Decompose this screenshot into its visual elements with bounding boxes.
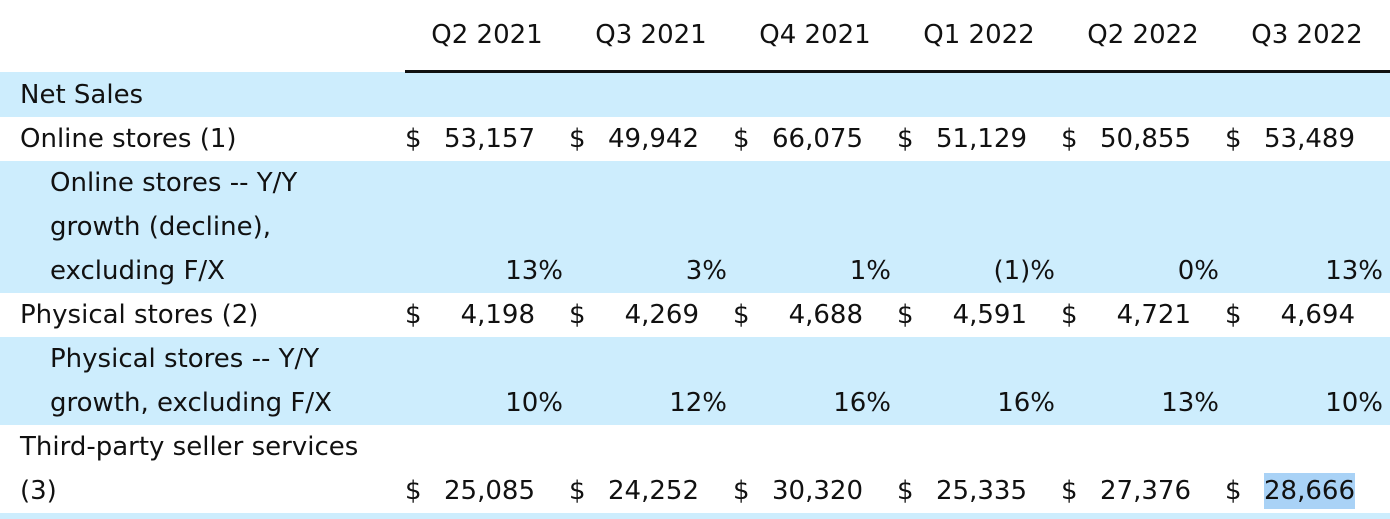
currency-symbol: $	[897, 300, 914, 330]
row-label[interactable]: Online stores (1)	[20, 124, 237, 154]
label-line: growth (decline),	[50, 212, 271, 242]
cell-value: 50,855	[1100, 124, 1191, 154]
currency-symbol: $	[569, 300, 586, 330]
cell-value: 30,320	[772, 476, 863, 506]
currency-symbol: $	[569, 476, 586, 506]
value-cell[interactable]: $25,335	[897, 425, 1061, 513]
value-cell[interactable]: 10%	[405, 337, 569, 425]
cell-value: 51,129	[936, 124, 1027, 154]
value-cell[interactable]: $28,666	[1225, 425, 1389, 513]
value-cell[interactable]: $51,129	[897, 117, 1061, 161]
label-line: excluding F/X	[50, 256, 225, 286]
row-label[interactable]: Net Sales	[0, 71, 405, 117]
online-growth-row: Online stores -- Y/Y growth (decline), e…	[0, 161, 1390, 293]
online-stores-row: Online stores (1) $53,157 $49,942 $66,075 $…	[0, 117, 1390, 161]
value-cell[interactable]: $25,085	[405, 425, 569, 513]
cell-value: 53,157	[444, 124, 535, 154]
cell-value: 4,688	[788, 300, 863, 330]
cell-value: 28,666	[1264, 473, 1355, 509]
label-line: Third-party seller services	[20, 432, 359, 462]
column-header[interactable]: Q3 2021	[569, 0, 733, 73]
label-line: (3)	[20, 476, 57, 506]
cell-value: 4,198	[460, 300, 535, 330]
currency-symbol: $	[405, 476, 422, 506]
currency-symbol: $	[1225, 124, 1242, 154]
column-header[interactable]: Q1 2022	[897, 0, 1061, 73]
value-cell[interactable]: 3%	[569, 161, 733, 293]
header-row: Q2 2021 Q3 2021 Q4 2021 Q1 2022 Q2 2022 …	[0, 0, 1390, 73]
value-cell[interactable]: 1%	[733, 161, 897, 293]
value-cell[interactable]: $50,855	[1061, 117, 1225, 161]
value-cell[interactable]: 16%	[897, 337, 1061, 425]
value-cell[interactable]: 10%	[1225, 337, 1389, 425]
label-line: Online stores -- Y/Y	[50, 168, 298, 198]
cell-value: 66,075	[772, 124, 863, 154]
value-cell[interactable]: 16%	[733, 337, 897, 425]
cell-value: 27,376	[1100, 476, 1191, 506]
currency-symbol: $	[569, 124, 586, 154]
physical-growth-row: Physical stores -- Y/Y growth, excluding…	[0, 337, 1390, 425]
currency-symbol: $	[1061, 476, 1078, 506]
row-label[interactable]: Third-party seller services (3)	[0, 425, 405, 513]
value-cell[interactable]: 12%	[569, 337, 733, 425]
value-cell[interactable]: (1)%	[897, 161, 1061, 293]
value-cell[interactable]: 0%	[1061, 161, 1225, 293]
cell-value: 4,721	[1116, 300, 1191, 330]
currency-symbol: $	[733, 124, 750, 154]
cell-value: 25,335	[936, 476, 1027, 506]
value-cell[interactable]: $30,320	[733, 425, 897, 513]
next-row	[0, 513, 1390, 519]
currency-symbol: $	[405, 300, 422, 330]
cell-value: 4,269	[624, 300, 699, 330]
currency-symbol: $	[1061, 300, 1078, 330]
currency-symbol: $	[733, 476, 750, 506]
column-header[interactable]: Q3 2022	[1225, 0, 1389, 73]
currency-symbol: $	[733, 300, 750, 330]
value-cell[interactable]: $4,269	[569, 293, 733, 337]
column-header[interactable]: Q2 2022	[1061, 0, 1225, 73]
cell-value: 25,085	[444, 476, 535, 506]
cell-value: 4,591	[952, 300, 1027, 330]
physical-stores-row: Physical stores (2) $4,198 $4,269 $4,688 $4…	[0, 293, 1390, 337]
currency-symbol: $	[897, 476, 914, 506]
currency-symbol: $	[897, 124, 914, 154]
value-cell[interactable]: $4,591	[897, 293, 1061, 337]
cell-value: 24,252	[608, 476, 699, 506]
currency-symbol: $	[1225, 476, 1242, 506]
value-cell[interactable]: $66,075	[733, 117, 897, 161]
row-label[interactable]: Physical stores -- Y/Y growth, excluding…	[0, 337, 405, 425]
value-cell[interactable]: $53,157	[405, 117, 569, 161]
cell-value: 49,942	[608, 124, 699, 154]
cell-value: 53,489	[1264, 124, 1355, 154]
currency-symbol: $	[1061, 124, 1078, 154]
value-cell[interactable]: $49,942	[569, 117, 733, 161]
label-line: growth, excluding F/X	[50, 388, 332, 418]
currency-symbol: $	[405, 124, 422, 154]
currency-symbol: $	[1225, 300, 1242, 330]
value-cell[interactable]: 13%	[1061, 337, 1225, 425]
header-empty	[0, 0, 405, 72]
net-sales-row: Net Sales	[0, 71, 1390, 117]
label-line: Physical stores -- Y/Y	[50, 344, 320, 374]
value-cell[interactable]: $4,721	[1061, 293, 1225, 337]
column-header[interactable]: Q2 2021	[405, 0, 569, 73]
value-cell[interactable]: $4,694	[1225, 293, 1389, 337]
value-cell[interactable]: $53,489	[1225, 117, 1389, 161]
value-cell[interactable]: $24,252	[569, 425, 733, 513]
row-label[interactable]: Online stores -- Y/Y growth (decline), e…	[0, 161, 405, 293]
third-party-row: Third-party seller services (3) $25,085 $…	[0, 425, 1390, 513]
value-cell[interactable]: 13%	[1225, 161, 1389, 293]
row-label[interactable]: Physical stores (2)	[20, 300, 259, 330]
cell-value: 4,694	[1280, 300, 1355, 330]
value-cell[interactable]: $4,688	[733, 293, 897, 337]
value-cell[interactable]: $4,198	[405, 293, 569, 337]
value-cell[interactable]: $27,376	[1061, 425, 1225, 513]
column-header[interactable]: Q4 2021	[733, 0, 897, 73]
value-cell[interactable]: 13%	[405, 161, 569, 293]
